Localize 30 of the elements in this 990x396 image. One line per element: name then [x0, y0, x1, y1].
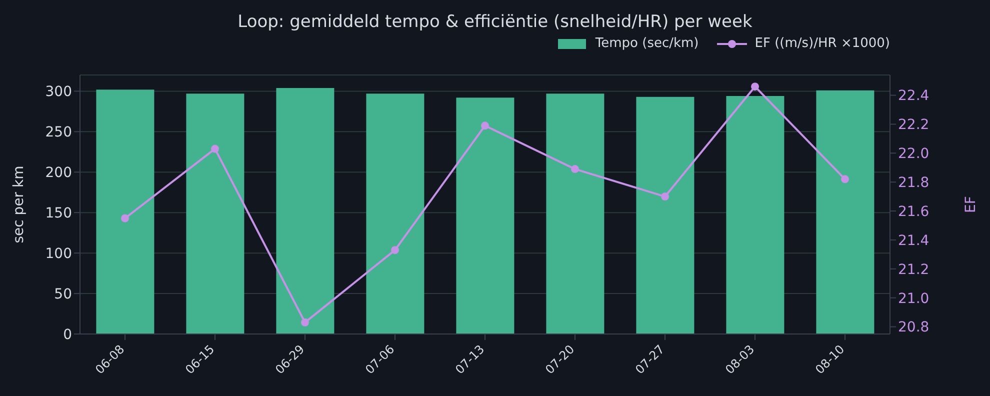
point: [661, 192, 669, 201]
y2-tick-label: 22.0: [898, 146, 930, 162]
point: [751, 82, 759, 91]
y-tick-label: 100: [45, 246, 72, 262]
point: [481, 122, 489, 130]
y-tick-label: 150: [45, 206, 72, 222]
y-tick-label: 250: [45, 124, 72, 141]
point: [121, 214, 129, 222]
y2-tick-label: 21.8: [898, 175, 930, 192]
point: [571, 165, 579, 174]
y-tick-label: 300: [45, 84, 72, 100]
y-tick-label: 50: [54, 286, 72, 302]
y2-tick-label: 22.4: [898, 88, 930, 104]
y2-axis-title: EF: [962, 196, 979, 213]
point: [391, 246, 399, 254]
y2-tick-label: 22.2: [898, 117, 930, 134]
y-axis-title: sec per km: [10, 166, 27, 244]
legend-label: Tempo (sec/km): [595, 36, 699, 51]
y-tick-label: 200: [45, 165, 72, 182]
point: [211, 144, 219, 153]
y2-tick-label: 21.2: [898, 262, 930, 278]
y2-tick-label: 21.4: [898, 232, 930, 249]
y2-tick-label: 20.8: [898, 320, 930, 336]
y2-tick-label: 21.6: [898, 204, 930, 220]
y2-tick-label: 21.0: [898, 290, 930, 307]
legend-label: EF ((m/s)/HR ×1000): [754, 36, 890, 51]
y-tick-label: 0: [63, 326, 72, 343]
point: [841, 175, 849, 184]
point: [301, 318, 309, 326]
chart-title: Loop: gemiddeld tempo & efficiëntie (snelheid/HR) per week: [236, 12, 754, 32]
